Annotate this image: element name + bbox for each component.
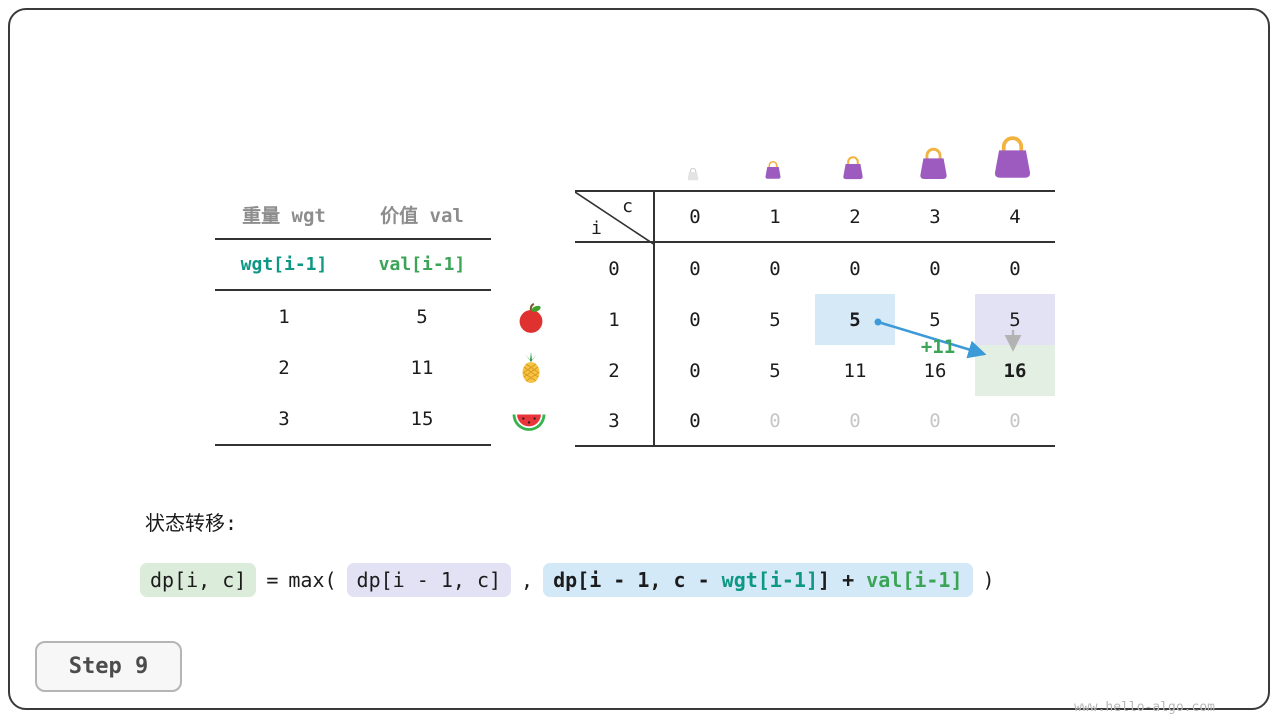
dp-corner-cell: c i <box>575 190 655 245</box>
col-header-4: 4 <box>975 190 1055 243</box>
watermelon-icon <box>512 406 546 440</box>
watermark: www.hello-algo.com <box>1074 700 1215 715</box>
item-row-1: 1 5 <box>215 291 491 342</box>
wgt-formula-cell: wgt[i-1] <box>240 254 328 275</box>
dp-cell-2-4-current-highlight: 16 <box>975 345 1055 396</box>
step-badge: Step 9 <box>35 641 182 692</box>
val-formula-cell: val[i-1] <box>378 254 466 275</box>
bag-icon-sm <box>763 160 783 185</box>
formula-arg2-val: val[i-1] <box>866 568 963 592</box>
item-row-2: 2 11 <box>215 342 491 393</box>
dp-cell-3-1: 0 <box>735 396 815 447</box>
formula-arg2-prefix: dp[i - 1, c - <box>553 568 722 592</box>
item-2-weight: 2 <box>278 356 290 379</box>
row-header-2: 2 <box>575 345 655 396</box>
dp-cell-2-2: 11 <box>843 359 867 382</box>
dp-cell-1-1: 5 <box>769 308 781 331</box>
row-header-0: 0 <box>575 243 655 294</box>
row-header-1: 1 <box>575 294 655 345</box>
add-value-annotation: +11 <box>920 336 956 358</box>
step-badge-label: Step 9 <box>68 654 149 679</box>
dp-cell-2-3: 16 <box>923 359 947 382</box>
items-table: 重量 wgt 价值 val wgt[i-1] val[i-1] 1 5 2 11… <box>215 190 491 446</box>
value-column-header: 价值 val <box>380 204 464 227</box>
weight-column-header: 重量 wgt <box>242 204 326 227</box>
formula-arg2-wgt: wgt[i-1] <box>721 568 818 592</box>
col-header-2: 2 <box>815 190 895 243</box>
transition-formula: dp[i, c] = max( dp[i - 1, c] , dp[i - 1,… <box>140 563 995 597</box>
items-table-formula-row: wgt[i-1] val[i-1] <box>215 240 491 291</box>
dp-cell-0-4: 0 <box>1009 257 1021 280</box>
dp-cell-2-0: 0 <box>689 359 701 382</box>
transition-arrows-overlay <box>874 318 1022 359</box>
pineapple-icon <box>514 351 548 385</box>
corner-diagonal-line <box>575 192 655 245</box>
item-3-weight: 3 <box>278 407 290 430</box>
col-header-1: 1 <box>735 190 815 243</box>
dp-cell-1-0: 0 <box>689 308 701 331</box>
items-table-header: 重量 wgt 价值 val <box>215 190 491 240</box>
formula-arg2-mid: ] + <box>818 568 867 592</box>
formula-max-open: max( <box>288 568 337 592</box>
dp-cell-2-1: 5 <box>769 359 781 382</box>
dp-cell-1-3: 5 <box>929 308 941 331</box>
dp-cell-3-0: 0 <box>655 396 735 447</box>
col-header-0: 0 <box>655 190 735 243</box>
bag-icon-lg <box>916 146 951 187</box>
formula-comma: , <box>521 568 534 592</box>
item-1-value: 5 <box>416 305 428 328</box>
row-header-3: 3 <box>575 396 655 447</box>
dp-cell-3-2: 0 <box>815 396 895 447</box>
bag-icon-xs <box>686 167 700 186</box>
item-row-3: 3 15 <box>215 393 491 444</box>
dp-cell-3-3: 0 <box>895 396 975 447</box>
dp-cell-0-3: 0 <box>929 257 941 280</box>
formula-lhs: dp[i, c] <box>140 563 257 597</box>
bag-icon-xl <box>989 134 1036 187</box>
apple-icon <box>514 301 548 335</box>
dp-cell-0-0: 0 <box>689 257 701 280</box>
col-header-3: 3 <box>895 190 975 243</box>
dp-table: c i 0 1 2 3 4 0 0 0 0 0 0 1 0 5 5 5 5 2 … <box>575 190 1055 447</box>
capacity-axis-label: c <box>622 196 633 217</box>
formula-arg2: dp[i - 1, c - wgt[i-1]] + val[i-1] <box>543 563 973 597</box>
pick-item-arrow <box>874 318 987 359</box>
transition-label: 状态转移: <box>145 511 238 535</box>
item-3-value: 15 <box>410 407 434 430</box>
dp-cell-0-2: 0 <box>849 257 861 280</box>
formula-equals: = <box>266 568 279 592</box>
item-axis-label: i <box>591 218 602 239</box>
item-1-weight: 1 <box>278 305 290 328</box>
formula-close-paren: ) <box>982 568 995 592</box>
bag-icon-md <box>840 155 866 186</box>
dp-cell-3-4: 0 <box>975 396 1055 447</box>
dp-cell-1-2-source-highlight: 5 <box>815 294 895 345</box>
dp-cell-0-1: 0 <box>769 257 781 280</box>
item-2-value: 11 <box>410 356 434 379</box>
formula-arg1: dp[i - 1, c] <box>346 563 512 597</box>
